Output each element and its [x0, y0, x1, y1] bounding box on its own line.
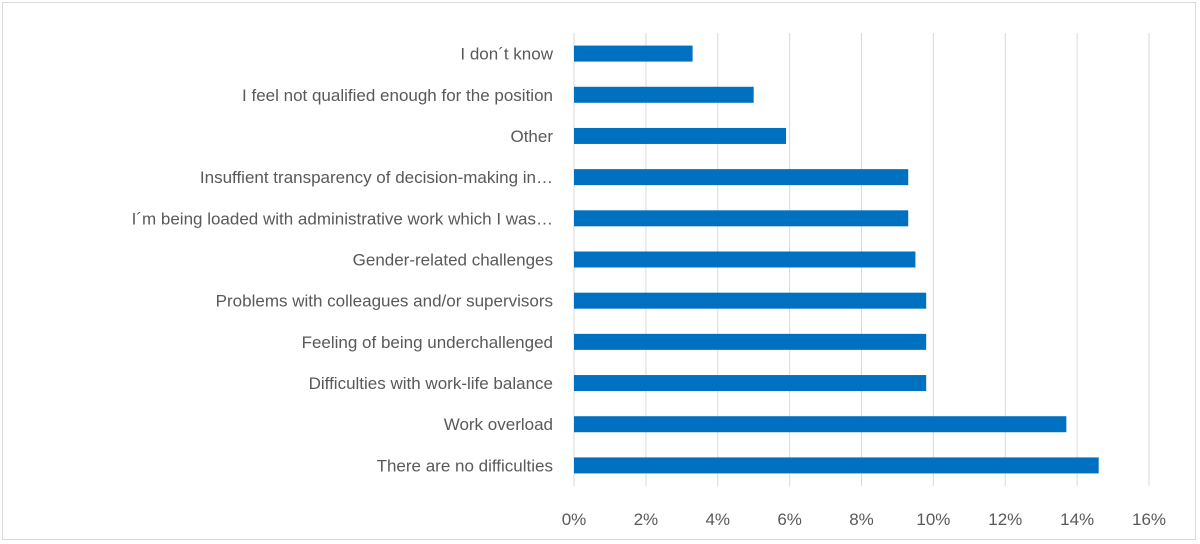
bar-chart: I don´t know I feel not qualified enough … — [132, 33, 1166, 529]
x-tick-label: 0% — [562, 510, 587, 529]
x-tick-label: 2% — [634, 510, 659, 529]
bar — [574, 169, 909, 186]
category-label: Feeling of being underchallenged — [302, 333, 553, 352]
x-tick-label: 10% — [916, 510, 950, 529]
bar — [574, 210, 909, 227]
bar — [574, 251, 916, 268]
x-tick-label: 6% — [777, 510, 802, 529]
category-label: I don´t know — [460, 45, 553, 64]
bar — [574, 457, 1099, 474]
x-tick-label: 4% — [705, 510, 730, 529]
x-tick-label: 14% — [1060, 510, 1094, 529]
bar — [574, 375, 927, 392]
x-tick-label: 16% — [1132, 510, 1166, 529]
bar — [574, 86, 754, 103]
category-label: There are no difficulties — [377, 456, 553, 475]
bar — [574, 333, 927, 350]
category-label: Insuffient transparency of decision-maki… — [200, 168, 553, 187]
x-tick-label: 12% — [988, 510, 1022, 529]
bar — [574, 45, 693, 62]
x-tick-label: 8% — [849, 510, 874, 529]
category-label: Gender-related challenges — [353, 251, 553, 270]
bar — [574, 416, 1067, 433]
bars — [574, 45, 1099, 474]
bar — [574, 127, 787, 144]
category-label: Problems with colleagues and/or supervis… — [216, 292, 553, 311]
category-label: Other — [510, 127, 553, 146]
category-label: I feel not qualified enough for the posi… — [242, 86, 553, 105]
category-label: I´m being loaded with administrative wor… — [132, 209, 553, 228]
x-tick-labels: 0% 2% 4% 6% 8% 10% 12% 14% 16% — [562, 510, 1166, 529]
bar — [574, 292, 927, 309]
category-labels: I don´t know I feel not qualified enough … — [132, 45, 554, 476]
category-label: Work overload — [444, 415, 553, 434]
category-label: Difficulties with work-life balance — [309, 374, 553, 393]
